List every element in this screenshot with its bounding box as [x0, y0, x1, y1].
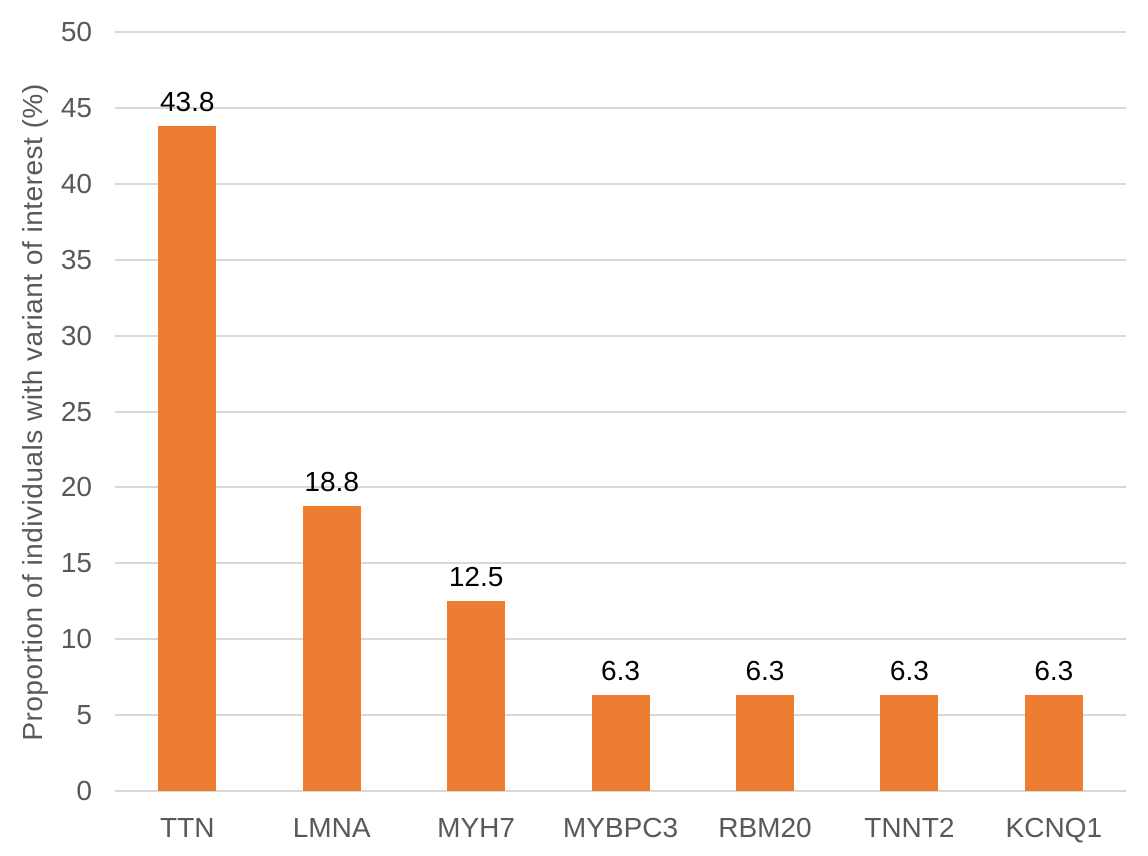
- y-tick-label: 25: [60, 395, 92, 427]
- gridline: [115, 562, 1126, 565]
- y-tick-label: 30: [60, 319, 92, 351]
- bar-kcnq1: [1024, 695, 1083, 791]
- bar-myh7: [447, 601, 506, 791]
- y-tick-label: 40: [60, 167, 92, 199]
- y-tick-label: 50: [60, 16, 92, 47]
- gridline: [115, 486, 1126, 489]
- category-label: TTN: [159, 812, 215, 843]
- x-axis-line: [115, 790, 1126, 792]
- gridline: [115, 334, 1126, 337]
- y-tick-label: 10: [60, 623, 92, 655]
- y-tick-label: 5: [76, 699, 92, 731]
- data-label: 6.3: [1034, 655, 1074, 687]
- category-label: MYBPC3: [562, 812, 679, 843]
- y-tick-label: 15: [60, 547, 92, 579]
- category-label: MYH7: [437, 812, 515, 843]
- y-tick-label: 35: [60, 243, 92, 275]
- y-tick-label: 45: [60, 91, 92, 123]
- y-tick-label: 0: [76, 775, 92, 806]
- gridline: [115, 31, 1126, 33]
- gridline: [115, 638, 1126, 641]
- bar-tnnt2: [880, 695, 939, 791]
- data-label: 12.5: [448, 561, 504, 593]
- gridline: [115, 410, 1126, 413]
- bar-mybpc3: [591, 695, 650, 791]
- data-label: 6.3: [889, 655, 929, 687]
- category-label: LMNA: [292, 812, 371, 843]
- gridline: [115, 182, 1126, 185]
- gridline: [115, 106, 1126, 109]
- data-label: 43.8: [159, 86, 215, 118]
- data-label: 6.3: [745, 655, 785, 687]
- gridline: [115, 258, 1126, 261]
- category-label: RBM20: [718, 812, 812, 843]
- bar-rbm20: [735, 695, 794, 791]
- data-label: 6.3: [601, 655, 640, 687]
- data-label: 18.8: [304, 465, 359, 497]
- category-label: KCNQ1: [1005, 812, 1103, 843]
- bar-ttn: [158, 126, 217, 791]
- bar-lmna: [302, 505, 361, 791]
- y-tick-label: 20: [60, 471, 92, 503]
- category-label: TNNT2: [864, 812, 955, 843]
